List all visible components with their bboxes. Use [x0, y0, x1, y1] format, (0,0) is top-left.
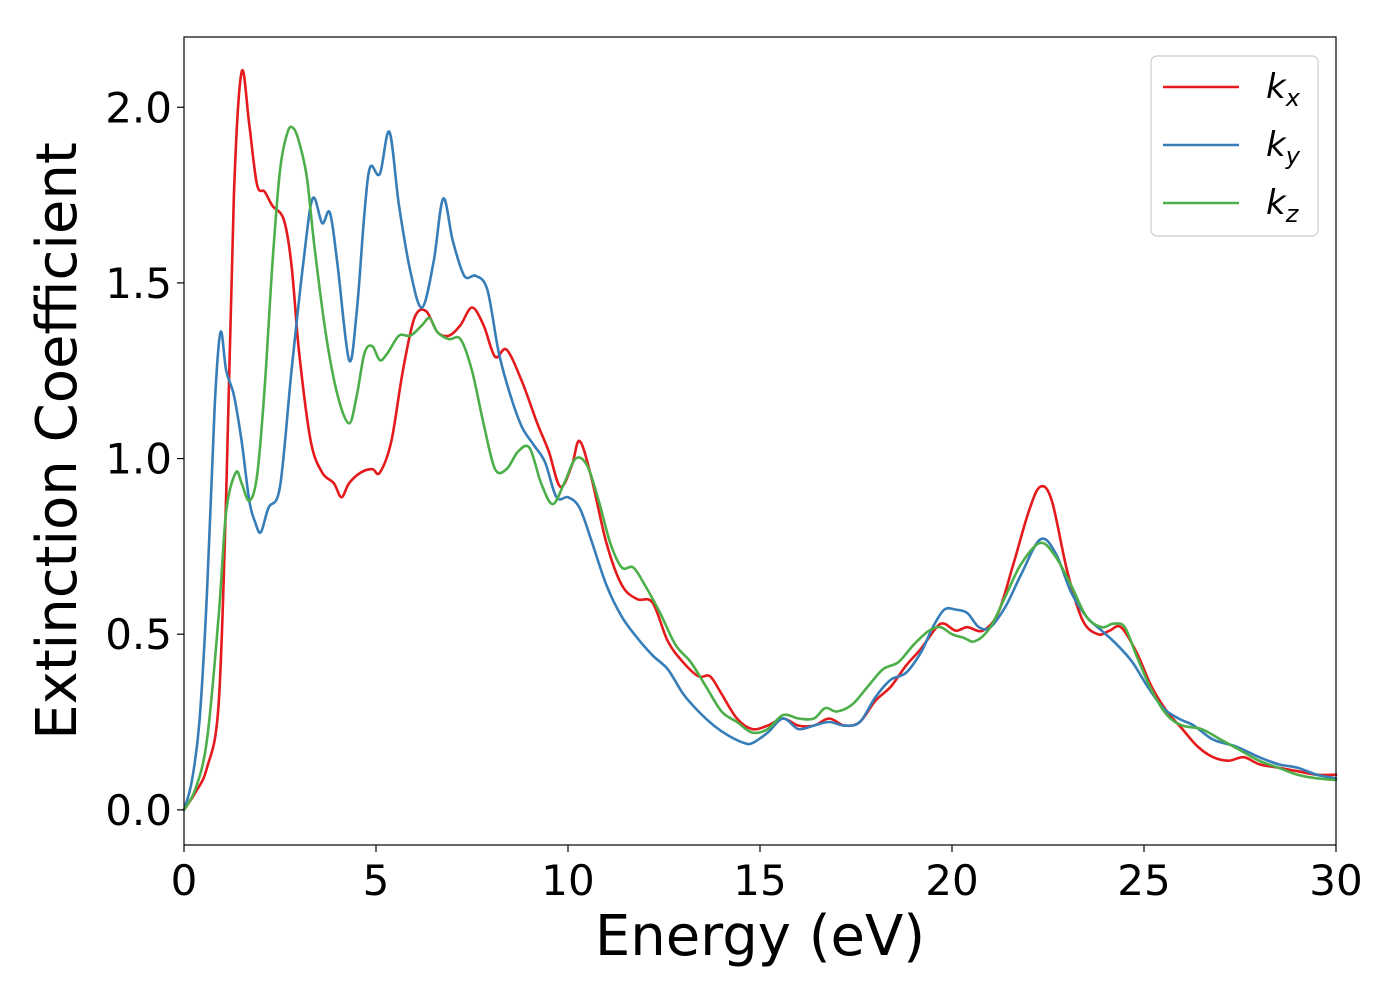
y-tick-label: 2.0	[105, 83, 172, 132]
series-lines	[182, 68, 1338, 812]
x-tick-label: 0	[171, 856, 198, 905]
y-axis-ticks: 0.0 0.5 1.0 1.5 2.0	[105, 83, 184, 835]
legend-label-x: kx	[1266, 67, 1301, 112]
y-axis-title: Extinction Coefficient	[25, 142, 90, 740]
x-tick-label: 15	[733, 856, 786, 905]
x-tick-label: 10	[541, 856, 594, 905]
series-line-z	[182, 125, 1338, 812]
y-tick-label: 1.5	[105, 259, 172, 308]
legend-label-y: ky	[1266, 125, 1301, 170]
series-line-x	[182, 68, 1338, 812]
x-axis-ticks: 0 5 10 15 20 25 30	[171, 845, 1363, 905]
legend-label-z: kz	[1266, 183, 1300, 228]
x-tick-label: 20	[925, 856, 978, 905]
y-tick-label: 1.0	[105, 435, 172, 484]
x-tick-label: 25	[1117, 856, 1170, 905]
y-tick-label: 0.5	[105, 610, 172, 659]
x-tick-label: 30	[1309, 856, 1362, 905]
y-tick-label: 0.0	[105, 786, 172, 835]
legend: kx ky kz	[1150, 55, 1319, 237]
x-tick-label: 5	[363, 856, 390, 905]
x-axis-title: Energy (eV)	[595, 904, 925, 969]
